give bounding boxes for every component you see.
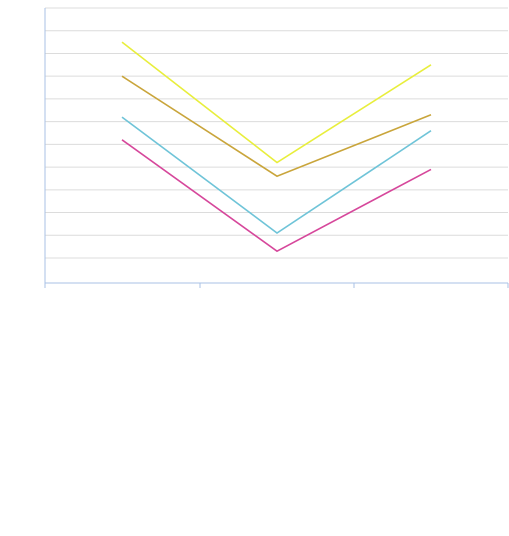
series-line-2 [121, 75, 432, 178]
series-line-3 [121, 116, 432, 234]
grid-lines [45, 7, 508, 259]
axes [44, 8, 509, 288]
series-lines [121, 41, 432, 253]
series-line-4 [121, 139, 432, 253]
series-line-1 [121, 41, 432, 164]
